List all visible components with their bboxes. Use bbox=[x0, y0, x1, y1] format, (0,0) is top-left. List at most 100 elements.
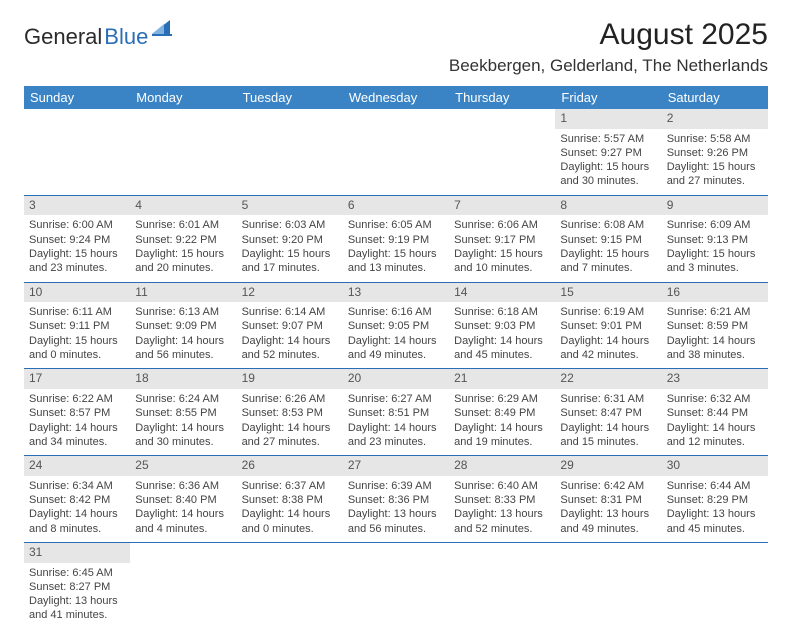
day-cell-27: 27Sunrise: 6:39 AMSunset: 8:36 PMDayligh… bbox=[343, 456, 449, 543]
sunrise-line: Sunrise: 6:06 AM bbox=[454, 218, 550, 232]
day-content: Sunrise: 6:44 AMSunset: 8:29 PMDaylight:… bbox=[662, 476, 768, 542]
day-content: Sunrise: 5:58 AMSunset: 9:26 PMDaylight:… bbox=[662, 129, 768, 195]
sunrise-line: Sunrise: 6:19 AM bbox=[560, 305, 656, 319]
daylight-line: Daylight: 15 hours and 30 minutes. bbox=[560, 160, 656, 189]
sunset-line: Sunset: 8:33 PM bbox=[454, 493, 550, 507]
sunset-line: Sunset: 8:40 PM bbox=[135, 493, 231, 507]
day-content: Sunrise: 6:39 AMSunset: 8:36 PMDaylight:… bbox=[343, 476, 449, 542]
day-cell-13: 13Sunrise: 6:16 AMSunset: 9:05 PMDayligh… bbox=[343, 282, 449, 369]
calendar-row: 3Sunrise: 6:00 AMSunset: 9:24 PMDaylight… bbox=[24, 195, 768, 282]
daylight-line: Daylight: 15 hours and 10 minutes. bbox=[454, 247, 550, 276]
day-number: 19 bbox=[237, 369, 343, 389]
day-content: Sunrise: 6:00 AMSunset: 9:24 PMDaylight:… bbox=[24, 215, 130, 281]
daylight-line: Daylight: 13 hours and 52 minutes. bbox=[454, 507, 550, 536]
day-content: Sunrise: 6:16 AMSunset: 9:05 PMDaylight:… bbox=[343, 302, 449, 368]
day-content: Sunrise: 6:08 AMSunset: 9:15 PMDaylight:… bbox=[555, 215, 661, 281]
sunrise-line: Sunrise: 6:26 AM bbox=[242, 392, 338, 406]
sunrise-line: Sunrise: 6:24 AM bbox=[135, 392, 231, 406]
daylight-line: Daylight: 14 hours and 15 minutes. bbox=[560, 421, 656, 450]
sunrise-line: Sunrise: 5:58 AM bbox=[667, 132, 763, 146]
day-content: Sunrise: 6:11 AMSunset: 9:11 PMDaylight:… bbox=[24, 302, 130, 368]
sunset-line: Sunset: 9:03 PM bbox=[454, 319, 550, 333]
day-cell-29: 29Sunrise: 6:42 AMSunset: 8:31 PMDayligh… bbox=[555, 456, 661, 543]
sunrise-line: Sunrise: 6:01 AM bbox=[135, 218, 231, 232]
calendar-body: 1Sunrise: 5:57 AMSunset: 9:27 PMDaylight… bbox=[24, 109, 768, 629]
daylight-line: Daylight: 14 hours and 23 minutes. bbox=[348, 421, 444, 450]
sunrise-line: Sunrise: 6:31 AM bbox=[560, 392, 656, 406]
day-number: 27 bbox=[343, 456, 449, 476]
sunrise-line: Sunrise: 6:27 AM bbox=[348, 392, 444, 406]
day-cell-20: 20Sunrise: 6:27 AMSunset: 8:51 PMDayligh… bbox=[343, 369, 449, 456]
sunrise-line: Sunrise: 5:57 AM bbox=[560, 132, 656, 146]
page-header: General Blue August 2025 Beekbergen, Gel… bbox=[24, 18, 768, 76]
day-header-monday: Monday bbox=[130, 86, 236, 109]
day-content: Sunrise: 6:05 AMSunset: 9:19 PMDaylight:… bbox=[343, 215, 449, 281]
sunset-line: Sunset: 8:27 PM bbox=[29, 580, 125, 594]
day-number: 25 bbox=[130, 456, 236, 476]
daylight-line: Daylight: 15 hours and 3 minutes. bbox=[667, 247, 763, 276]
daylight-line: Daylight: 14 hours and 34 minutes. bbox=[29, 421, 125, 450]
day-number: 20 bbox=[343, 369, 449, 389]
day-content: Sunrise: 6:26 AMSunset: 8:53 PMDaylight:… bbox=[237, 389, 343, 455]
empty-cell bbox=[343, 542, 449, 628]
sunrise-line: Sunrise: 6:29 AM bbox=[454, 392, 550, 406]
daylight-line: Daylight: 13 hours and 45 minutes. bbox=[667, 507, 763, 536]
day-cell-9: 9Sunrise: 6:09 AMSunset: 9:13 PMDaylight… bbox=[662, 195, 768, 282]
sunrise-line: Sunrise: 6:32 AM bbox=[667, 392, 763, 406]
day-number: 17 bbox=[24, 369, 130, 389]
sunset-line: Sunset: 8:55 PM bbox=[135, 406, 231, 420]
sunrise-line: Sunrise: 6:22 AM bbox=[29, 392, 125, 406]
sunrise-line: Sunrise: 6:42 AM bbox=[560, 479, 656, 493]
location: Beekbergen, Gelderland, The Netherlands bbox=[449, 56, 768, 76]
day-content: Sunrise: 6:03 AMSunset: 9:20 PMDaylight:… bbox=[237, 215, 343, 281]
empty-cell bbox=[555, 542, 661, 628]
day-header-wednesday: Wednesday bbox=[343, 86, 449, 109]
sunset-line: Sunset: 9:13 PM bbox=[667, 233, 763, 247]
daylight-line: Daylight: 14 hours and 42 minutes. bbox=[560, 334, 656, 363]
sunset-line: Sunset: 9:17 PM bbox=[454, 233, 550, 247]
sunrise-line: Sunrise: 6:37 AM bbox=[242, 479, 338, 493]
day-content: Sunrise: 6:29 AMSunset: 8:49 PMDaylight:… bbox=[449, 389, 555, 455]
empty-cell bbox=[343, 109, 449, 195]
sunset-line: Sunset: 8:36 PM bbox=[348, 493, 444, 507]
sunset-line: Sunset: 9:09 PM bbox=[135, 319, 231, 333]
daylight-line: Daylight: 13 hours and 56 minutes. bbox=[348, 507, 444, 536]
calendar-row: 17Sunrise: 6:22 AMSunset: 8:57 PMDayligh… bbox=[24, 369, 768, 456]
day-content: Sunrise: 6:18 AMSunset: 9:03 PMDaylight:… bbox=[449, 302, 555, 368]
daylight-line: Daylight: 14 hours and 56 minutes. bbox=[135, 334, 231, 363]
empty-cell bbox=[662, 542, 768, 628]
sunset-line: Sunset: 8:42 PM bbox=[29, 493, 125, 507]
day-cell-5: 5Sunrise: 6:03 AMSunset: 9:20 PMDaylight… bbox=[237, 195, 343, 282]
daylight-line: Daylight: 14 hours and 30 minutes. bbox=[135, 421, 231, 450]
day-content: Sunrise: 6:19 AMSunset: 9:01 PMDaylight:… bbox=[555, 302, 661, 368]
day-number: 30 bbox=[662, 456, 768, 476]
day-number: 23 bbox=[662, 369, 768, 389]
sunrise-line: Sunrise: 6:18 AM bbox=[454, 305, 550, 319]
calendar-row: 10Sunrise: 6:11 AMSunset: 9:11 PMDayligh… bbox=[24, 282, 768, 369]
daylight-line: Daylight: 14 hours and 12 minutes. bbox=[667, 421, 763, 450]
sunrise-line: Sunrise: 6:45 AM bbox=[29, 566, 125, 580]
day-content: Sunrise: 6:13 AMSunset: 9:09 PMDaylight:… bbox=[130, 302, 236, 368]
day-number: 1 bbox=[555, 109, 661, 129]
daylight-line: Daylight: 14 hours and 38 minutes. bbox=[667, 334, 763, 363]
day-cell-18: 18Sunrise: 6:24 AMSunset: 8:55 PMDayligh… bbox=[130, 369, 236, 456]
daylight-line: Daylight: 14 hours and 4 minutes. bbox=[135, 507, 231, 536]
day-header-tuesday: Tuesday bbox=[237, 86, 343, 109]
day-cell-16: 16Sunrise: 6:21 AMSunset: 8:59 PMDayligh… bbox=[662, 282, 768, 369]
day-cell-24: 24Sunrise: 6:34 AMSunset: 8:42 PMDayligh… bbox=[24, 456, 130, 543]
day-cell-30: 30Sunrise: 6:44 AMSunset: 8:29 PMDayligh… bbox=[662, 456, 768, 543]
day-content: Sunrise: 6:14 AMSunset: 9:07 PMDaylight:… bbox=[237, 302, 343, 368]
sunrise-line: Sunrise: 6:21 AM bbox=[667, 305, 763, 319]
sunset-line: Sunset: 9:07 PM bbox=[242, 319, 338, 333]
sunrise-line: Sunrise: 6:36 AM bbox=[135, 479, 231, 493]
day-content: Sunrise: 6:31 AMSunset: 8:47 PMDaylight:… bbox=[555, 389, 661, 455]
day-content: Sunrise: 6:24 AMSunset: 8:55 PMDaylight:… bbox=[130, 389, 236, 455]
sunset-line: Sunset: 8:49 PM bbox=[454, 406, 550, 420]
day-number: 2 bbox=[662, 109, 768, 129]
empty-cell bbox=[130, 109, 236, 195]
day-cell-25: 25 Sunrise: 6:36 AMSunset: 8:40 PMDayligh… bbox=[130, 456, 236, 543]
daylight-line: Daylight: 14 hours and 8 minutes. bbox=[29, 507, 125, 536]
calendar-row: 24Sunrise: 6:34 AMSunset: 8:42 PMDayligh… bbox=[24, 456, 768, 543]
sunrise-line: Sunrise: 6:00 AM bbox=[29, 218, 125, 232]
day-number: 3 bbox=[24, 196, 130, 216]
